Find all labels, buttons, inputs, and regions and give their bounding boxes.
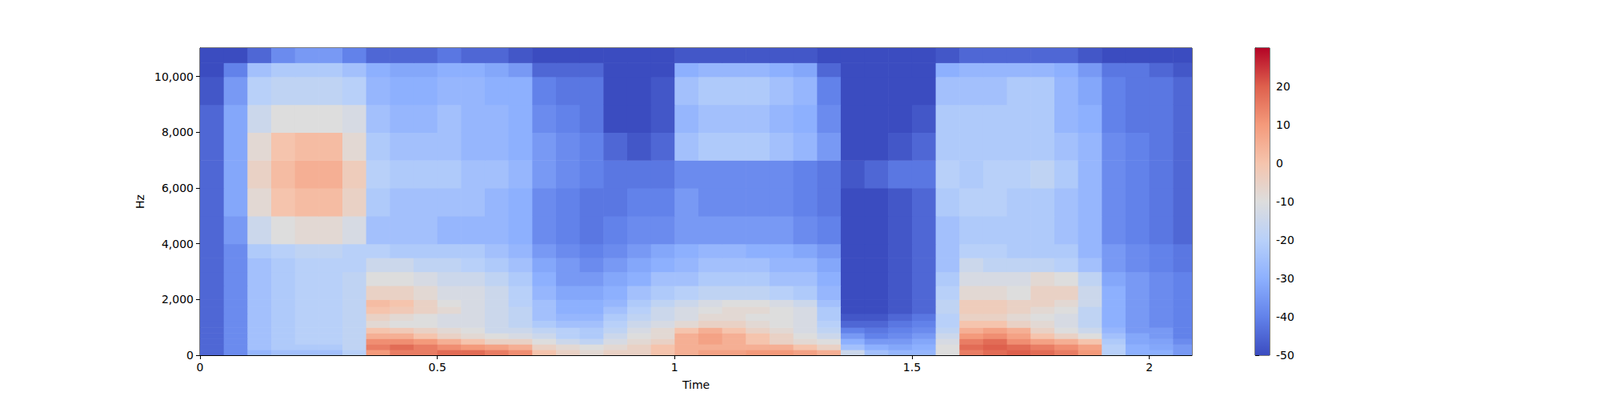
svg-text:4,000: 4,000 (161, 237, 194, 251)
svg-text:Time: Time (681, 378, 710, 392)
svg-text:2,000: 2,000 (161, 292, 194, 306)
svg-text:2: 2 (1145, 360, 1153, 374)
svg-text:20: 20 (1276, 80, 1291, 93)
svg-text:8,000: 8,000 (161, 125, 194, 139)
svg-text:0: 0 (186, 348, 194, 362)
svg-text:-50: -50 (1276, 348, 1295, 362)
svg-text:-10: -10 (1276, 195, 1295, 208)
svg-text:-20: -20 (1276, 233, 1295, 247)
svg-text:1: 1 (671, 360, 679, 374)
svg-text:0.5: 0.5 (428, 360, 447, 374)
svg-text:10: 10 (1276, 118, 1291, 132)
svg-text:Hz: Hz (133, 194, 147, 209)
svg-text:6,000: 6,000 (161, 181, 194, 195)
svg-text:10,000: 10,000 (154, 70, 194, 84)
svg-text:-30: -30 (1276, 272, 1295, 285)
svg-text:0: 0 (196, 360, 204, 374)
svg-text:0: 0 (1276, 156, 1284, 170)
svg-text:-40: -40 (1276, 310, 1295, 324)
svg-text:1.5: 1.5 (903, 360, 921, 374)
